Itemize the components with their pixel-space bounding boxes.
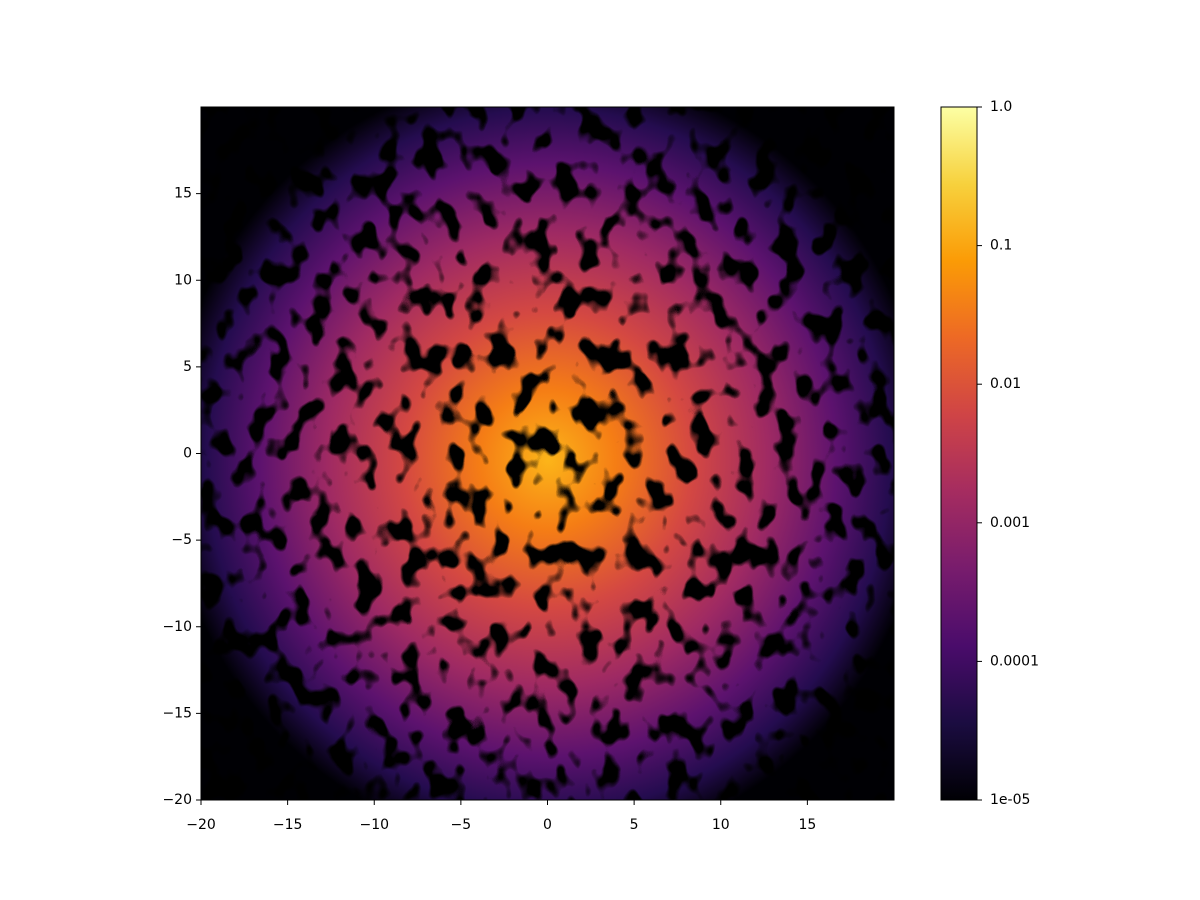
y-tick-label: 5 bbox=[183, 359, 192, 375]
colorbar-tick-label: 1e-05 bbox=[990, 792, 1030, 808]
colorbar-tick-label: 0.001 bbox=[990, 515, 1030, 531]
colorbar-tick-label: 0.01 bbox=[990, 376, 1021, 392]
x-tick-label: 15 bbox=[798, 817, 816, 833]
colorbar bbox=[940, 106, 978, 801]
colorbar-tick-label: 0.1 bbox=[990, 238, 1012, 254]
x-tick-label: −15 bbox=[273, 817, 303, 833]
y-tick-label: 10 bbox=[174, 272, 192, 288]
y-tick-label: −10 bbox=[162, 619, 192, 635]
x-tick-label: 5 bbox=[630, 817, 639, 833]
colorbar-tick-label: 1.0 bbox=[990, 99, 1012, 115]
y-tick-label: −5 bbox=[171, 532, 192, 548]
y-tick-label: 0 bbox=[183, 446, 192, 462]
y-tick-label: 15 bbox=[174, 186, 192, 202]
heatmap-image bbox=[201, 107, 894, 800]
x-tick-label: −5 bbox=[451, 817, 472, 833]
x-tick-label: −10 bbox=[359, 817, 389, 833]
x-tick-label: 0 bbox=[543, 817, 552, 833]
y-tick-label: −15 bbox=[162, 705, 192, 721]
y-tick-label: −20 bbox=[162, 792, 192, 808]
colorbar-tick-label: 0.0001 bbox=[990, 653, 1039, 669]
x-tick-label: 10 bbox=[712, 817, 730, 833]
image-speckle bbox=[201, 107, 894, 800]
x-tick-label: −20 bbox=[186, 817, 216, 833]
